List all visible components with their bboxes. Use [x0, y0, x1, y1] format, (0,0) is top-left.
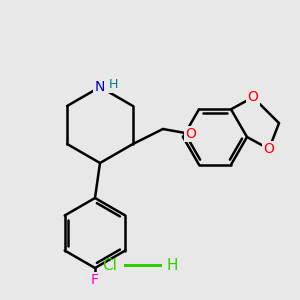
Text: N: N [95, 80, 105, 94]
Text: O: O [264, 142, 274, 156]
Text: H: H [166, 257, 178, 272]
Text: O: O [185, 127, 196, 141]
Text: H: H [108, 79, 118, 92]
Text: F: F [91, 273, 99, 287]
Text: O: O [248, 90, 258, 104]
Text: Cl: Cl [103, 257, 117, 272]
